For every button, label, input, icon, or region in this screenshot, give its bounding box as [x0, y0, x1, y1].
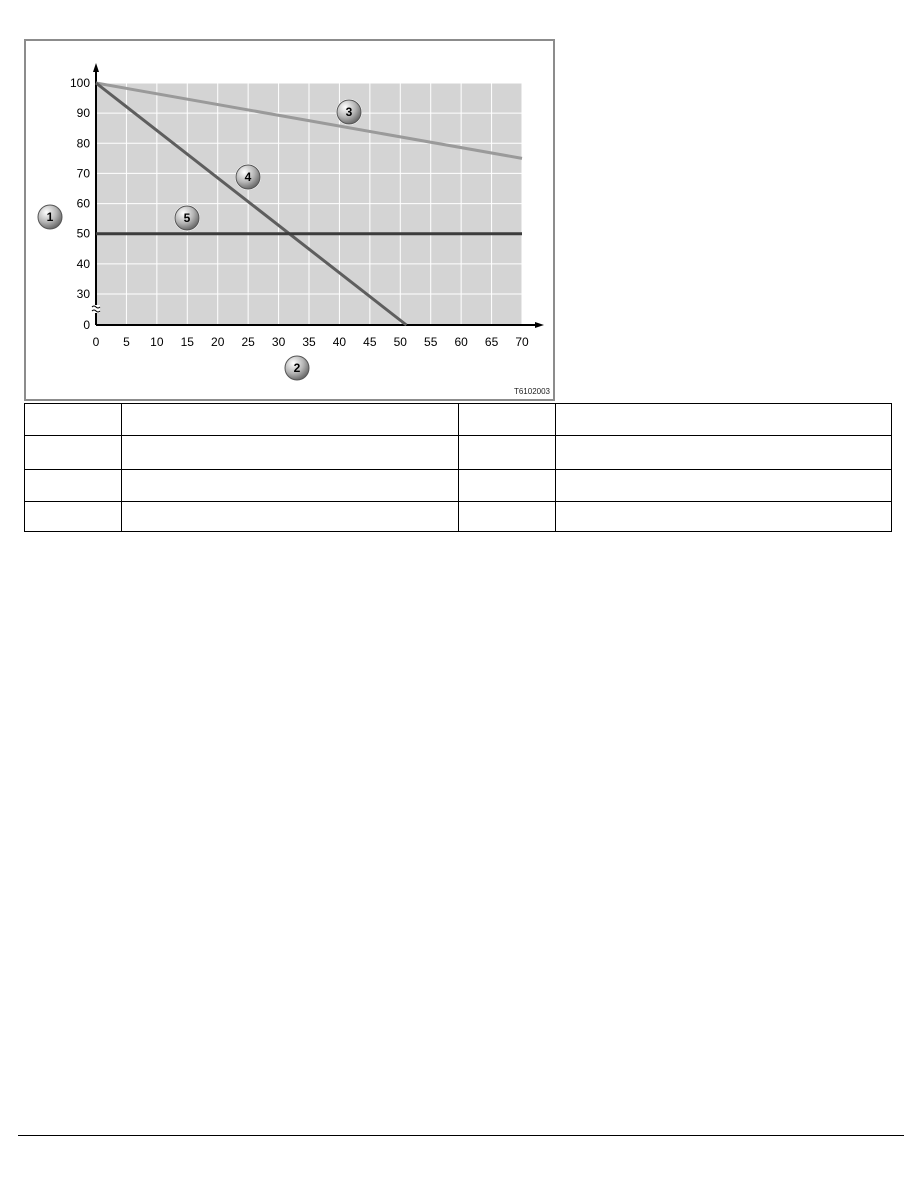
table-cell — [121, 435, 459, 470]
x-tick-label: 0 — [93, 335, 100, 349]
y-tick-label: 0 — [83, 318, 90, 332]
x-axis-arrow-icon — [535, 322, 544, 328]
table-cell — [121, 501, 459, 532]
x-tick-label: 10 — [150, 335, 164, 349]
x-tick-label: 60 — [454, 335, 468, 349]
table-row — [24, 403, 892, 436]
series-line-4 — [95, 81, 408, 327]
chart: 0 5 10 15 20 25 30 35 40 45 50 55 60 65 70030405060708… — [37, 63, 544, 381]
table-cell — [458, 469, 556, 502]
x-tick-label: 55 — [424, 335, 438, 349]
x-tick-label: 70 — [515, 335, 529, 349]
table-cell — [458, 435, 556, 470]
x-tick-label: 15 — [181, 335, 195, 349]
callout-4-icon — [235, 164, 261, 190]
table-cell — [555, 469, 892, 502]
axis-break-gap — [92, 305, 100, 313]
table-cell — [555, 501, 892, 532]
table-cell — [121, 403, 459, 436]
table-cell — [458, 403, 556, 436]
table-cell — [24, 469, 122, 502]
y-tick-label: 30 — [77, 287, 91, 301]
table-cell — [458, 501, 556, 532]
figure: 0 5 10 15 20 25 30 35 40 45 50 55 60 65 70 0 30 40 50 60 70 8… — [24, 39, 555, 401]
y-tick-label: 50 — [77, 227, 91, 241]
table-cell — [555, 403, 892, 436]
table-cell — [24, 501, 122, 532]
x-tick-label: 65 — [485, 335, 499, 349]
x-tick-label: 5 — [123, 335, 130, 349]
legend-table — [24, 403, 892, 532]
x-tick-label: 25 — [241, 335, 255, 349]
table-cell — [24, 435, 122, 470]
footer-rule — [18, 1135, 904, 1136]
callout-5: 5 — [184, 211, 191, 225]
table-row — [24, 501, 892, 532]
callout-5-icon — [174, 205, 200, 231]
image-code: T6102003 — [513, 387, 550, 396]
callout-3-icon — [336, 99, 362, 125]
y-tick-label: 90 — [77, 106, 91, 120]
x-tick-label: 40 — [333, 335, 347, 349]
table-row — [24, 469, 892, 502]
x-tick-label: 35 — [302, 335, 316, 349]
y-tick-label: 80 — [77, 136, 91, 150]
axis-break-icon — [91, 305, 101, 313]
x-tick-label: 50 — [394, 335, 408, 349]
y-tick-label: 40 — [77, 257, 91, 271]
x-tick-label: 20 — [211, 335, 225, 349]
y-tick-label: 100 — [70, 76, 90, 90]
callout-3: 3 — [346, 105, 353, 119]
callout-4: 4 — [245, 170, 252, 184]
callout-1-icon — [37, 204, 63, 230]
y-tick-label: 60 — [77, 197, 91, 211]
table-cell — [555, 435, 892, 470]
callout-1: 1 — [47, 210, 54, 224]
x-tick-label: 30 — [272, 335, 286, 349]
series-line-3 — [95, 81, 523, 160]
x-tick-label: 45 — [363, 335, 377, 349]
y-axis-arrow-icon — [93, 63, 99, 72]
y-tick-label: 70 — [77, 166, 91, 180]
callout-2-icon — [284, 355, 310, 381]
table-cell — [24, 403, 122, 436]
callout-2: 2 — [294, 361, 301, 375]
table-row — [24, 435, 892, 470]
table-cell — [121, 469, 459, 502]
